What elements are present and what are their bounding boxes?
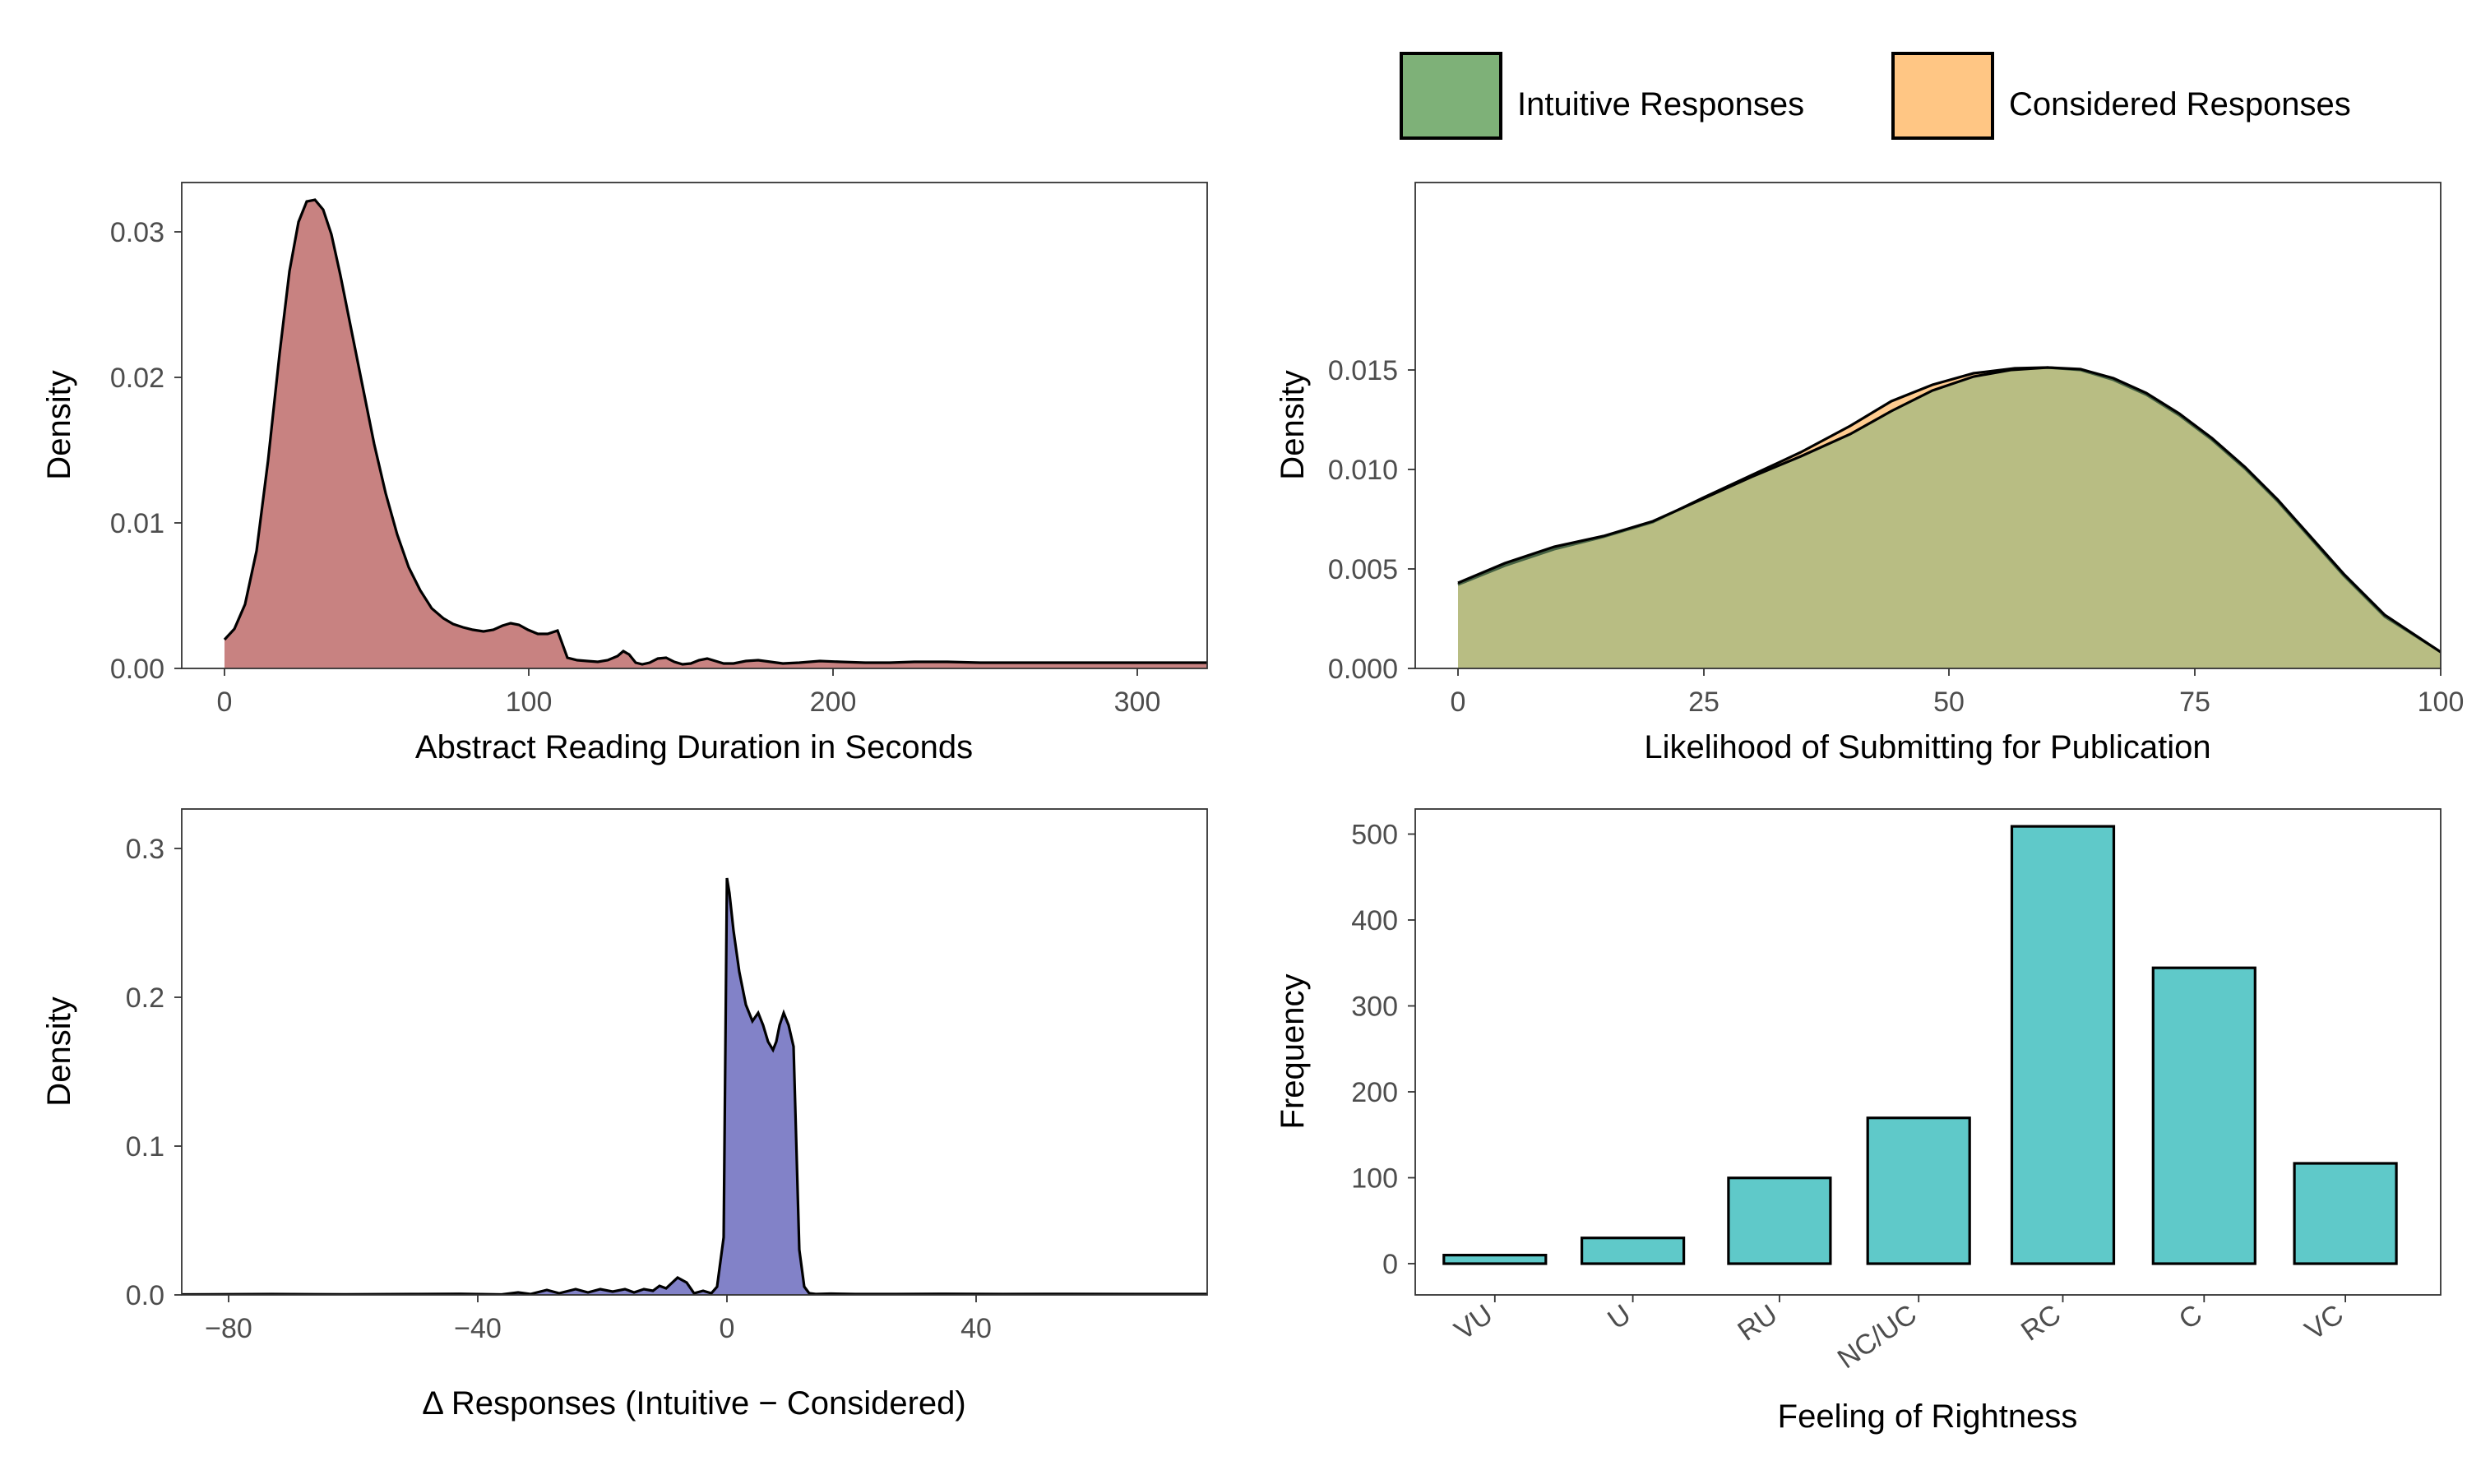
- svg-text:−40: −40: [454, 1313, 502, 1344]
- svg-text:100: 100: [506, 687, 553, 718]
- svg-text:Density: Density: [41, 370, 77, 479]
- svg-text:VU: VU: [1449, 1298, 1498, 1346]
- svg-text:RC: RC: [2016, 1298, 2067, 1347]
- svg-text:75: 75: [2179, 687, 2210, 718]
- svg-text:0.3: 0.3: [126, 834, 164, 865]
- svg-text:0: 0: [217, 687, 233, 718]
- svg-text:40: 40: [960, 1313, 992, 1344]
- svg-text:300: 300: [1351, 992, 1398, 1023]
- svg-text:0.03: 0.03: [110, 217, 164, 248]
- svg-text:200: 200: [1351, 1077, 1398, 1108]
- svg-text:0: 0: [1451, 687, 1466, 718]
- svg-text:−80: −80: [205, 1313, 252, 1344]
- svg-text:25: 25: [1688, 687, 1719, 718]
- svg-text:Density: Density: [41, 996, 77, 1106]
- svg-text:0.0: 0.0: [126, 1280, 164, 1311]
- svg-text:0.1: 0.1: [126, 1131, 164, 1163]
- svg-text:0: 0: [720, 1313, 735, 1344]
- svg-text:200: 200: [810, 687, 857, 718]
- svg-text:Frequency: Frequency: [1275, 974, 1311, 1130]
- svg-text:50: 50: [1933, 687, 1965, 718]
- svg-text:0.2: 0.2: [126, 982, 164, 1014]
- svg-text:400: 400: [1351, 905, 1398, 936]
- svg-text:0.02: 0.02: [110, 363, 164, 394]
- svg-text:Δ Responses (Intuitive − Consi: Δ Responses (Intuitive − Considered): [422, 1385, 966, 1422]
- svg-text:0.010: 0.010: [1328, 455, 1398, 486]
- svg-text:500: 500: [1351, 820, 1398, 851]
- svg-text:0.000: 0.000: [1328, 654, 1398, 685]
- svg-text:Intuitive Responses: Intuitive Responses: [1517, 86, 1804, 123]
- svg-text:0: 0: [1382, 1249, 1398, 1280]
- svg-text:0.01: 0.01: [110, 508, 164, 539]
- svg-text:0.005: 0.005: [1328, 554, 1398, 585]
- svg-text:Considered Responses: Considered Responses: [2009, 86, 2351, 123]
- svg-text:0.00: 0.00: [110, 654, 164, 685]
- svg-text:100: 100: [2418, 687, 2465, 718]
- svg-text:RU: RU: [1732, 1298, 1783, 1347]
- svg-text:Density: Density: [1275, 370, 1311, 479]
- svg-text:Abstract Reading Duration in S: Abstract Reading Duration in Seconds: [415, 729, 973, 765]
- svg-text:0.015: 0.015: [1328, 355, 1398, 386]
- svg-text:C: C: [2173, 1298, 2208, 1335]
- svg-text:U: U: [1602, 1298, 1636, 1335]
- svg-text:100: 100: [1351, 1163, 1398, 1195]
- svg-text:Feeling of Rightness: Feeling of Rightness: [1778, 1398, 2078, 1435]
- svg-text:Likelihood of Submitting for P: Likelihood of Submitting for Publication: [1644, 729, 2210, 765]
- svg-text:NC/UC: NC/UC: [1832, 1298, 1923, 1375]
- svg-text:VC: VC: [2299, 1298, 2349, 1346]
- svg-text:300: 300: [1114, 687, 1161, 718]
